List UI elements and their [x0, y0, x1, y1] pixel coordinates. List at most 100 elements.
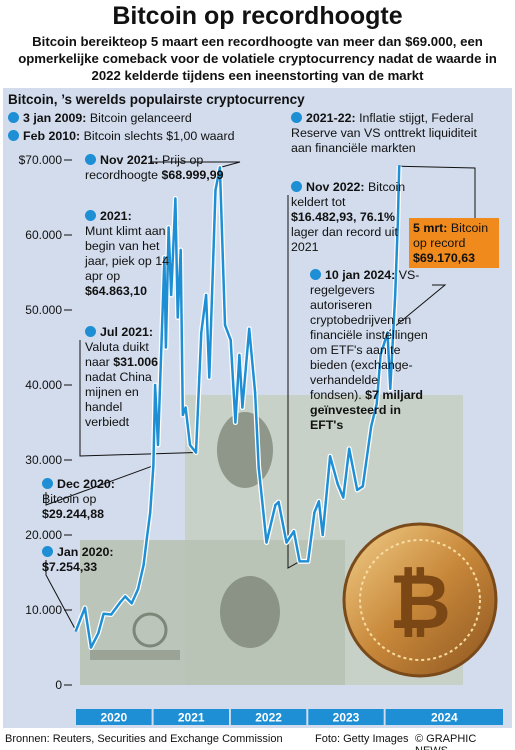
year-band — [230, 709, 307, 725]
annotation-jan-2020: Jan 2020: $7.254,33 — [42, 545, 142, 575]
price-point — [223, 323, 227, 327]
price-point — [170, 293, 173, 297]
year-band — [153, 709, 229, 725]
annotation-date: 2021: — [100, 209, 132, 223]
annotation-2009: 3 jan 2009: Bitcoin gelanceerd — [8, 111, 238, 126]
y-tick-label: 60.000 — [25, 228, 62, 242]
annotation-value: $7 miljard — [365, 388, 423, 402]
banknote-portrait — [220, 576, 280, 648]
page-title: Bitcoin op recordhoogte — [112, 2, 403, 30]
bullet-icon — [8, 130, 19, 141]
price-point — [156, 443, 160, 447]
annotation-2021: 2021: Munt klimt aan begin van het jaar, … — [85, 209, 177, 299]
record-callout: 5 mrt: Bitcoin op record $69.170,63 — [409, 218, 499, 268]
annotation-value: $64.863,10 — [85, 284, 148, 298]
price-point — [396, 218, 400, 222]
price-point — [328, 455, 332, 458]
annotation-leader — [79, 340, 197, 457]
price-point — [306, 560, 310, 563]
x-tick-label: 2020 — [100, 711, 127, 725]
price-point — [342, 496, 345, 499]
price-point — [118, 601, 122, 604]
year-band — [385, 709, 503, 725]
annotation-jul-2021: Jul 2021: Valuta duikt naar $31.006 nadat… — [85, 325, 163, 430]
annotation-date: Feb 2010: — [23, 129, 81, 143]
price-point — [208, 376, 211, 379]
x-tick-label: 2024 — [431, 711, 458, 725]
record-text: Bitcoin op record — [413, 221, 489, 250]
price-point — [110, 613, 113, 616]
annotation-text: Bitcoin slechts $1,00 waard — [83, 129, 235, 143]
bullet-icon — [85, 326, 96, 337]
price-point — [321, 533, 324, 537]
price-point — [277, 500, 280, 504]
footer: Bronnen: Reuters, Securities and Exchang… — [5, 731, 510, 750]
annotation-value: $29.244,88 — [42, 507, 105, 521]
y-tick-label: $70.000 — [19, 153, 63, 167]
annotation-text: VS-regelgevers autoriseren cryptobedrijv… — [310, 268, 428, 402]
annotation-date: Nov 2021: — [100, 153, 159, 167]
annotation-nov-2021: Nov 2021: Prijs op recordhoogte $68.999,… — [85, 153, 245, 183]
price-point — [164, 346, 168, 349]
price-point — [167, 226, 170, 229]
x-tick-label: 2023 — [333, 711, 360, 725]
price-point — [229, 338, 232, 342]
panel-heading: Bitcoin, ’s werelds populairste cryptocu… — [8, 92, 305, 107]
annotation-text: Valuta duikt naar — [85, 340, 149, 369]
annotation-date: 2021-22: — [306, 111, 356, 125]
price-point — [394, 293, 397, 297]
annotation-text: Munt klimt aan begin van het jaar, piek … — [85, 224, 170, 283]
price-point — [200, 331, 203, 334]
annotation-text: Bitcoin op — [42, 492, 97, 506]
banknote-background — [80, 395, 463, 685]
x-tick-label: 2022 — [255, 711, 282, 725]
price-point — [361, 485, 364, 488]
price-point — [194, 451, 198, 454]
bullet-icon — [42, 546, 53, 557]
price-point — [238, 353, 241, 357]
x-tick-label: 2021 — [178, 711, 205, 725]
price-point — [257, 466, 260, 469]
price-point — [89, 646, 93, 649]
price-point — [163, 256, 166, 259]
price-point — [130, 602, 133, 605]
annotation-leader — [399, 165, 476, 218]
bullet-icon — [85, 210, 96, 221]
annotation-date: Dec 2020: — [57, 477, 115, 491]
year-band — [308, 709, 384, 725]
price-point — [153, 383, 157, 387]
annotation-text: Bitcoin keldert tot — [291, 180, 406, 209]
price-point — [375, 402, 378, 405]
annotation-jan-2024: 10 jan 2024: VS-regelgevers autoriseren … — [310, 268, 430, 433]
price-point — [274, 503, 277, 507]
price-point — [218, 166, 222, 169]
sources-credit: Bronnen: Reuters, Securities and Exchang… — [5, 733, 283, 745]
price-point — [356, 488, 359, 492]
year-band — [76, 709, 152, 725]
price-point — [145, 537, 148, 540]
annotation-value: $7.254,33 — [42, 560, 98, 574]
photo-credit: Foto: Getty Images — [315, 733, 409, 745]
bitcoin-coin-icon: ₿ — [342, 522, 498, 678]
price-point — [265, 541, 268, 544]
y-tick-label: 30.000 — [25, 453, 62, 467]
bullet-icon — [85, 154, 96, 165]
price-point — [234, 421, 237, 424]
banknote-portrait — [217, 412, 273, 488]
price-point — [336, 482, 339, 486]
annotation-text: Bitcoin gelanceerd — [89, 111, 192, 125]
price-point — [181, 413, 184, 417]
record-value: $69.170,63 — [413, 251, 476, 265]
annotation-2021-22: 2021-22: Inflatie stijgt, Federal Reserv… — [291, 111, 491, 156]
annotation-leader — [287, 195, 300, 569]
price-point — [102, 612, 105, 615]
bullet-icon — [291, 112, 302, 123]
price-point — [370, 425, 373, 428]
annotation-leader — [45, 560, 77, 631]
price-point — [160, 338, 163, 342]
price-point — [285, 541, 288, 544]
price-point — [179, 248, 182, 252]
annotation-text: lager dan record uit 2021 — [291, 225, 398, 254]
price-point — [298, 560, 301, 563]
